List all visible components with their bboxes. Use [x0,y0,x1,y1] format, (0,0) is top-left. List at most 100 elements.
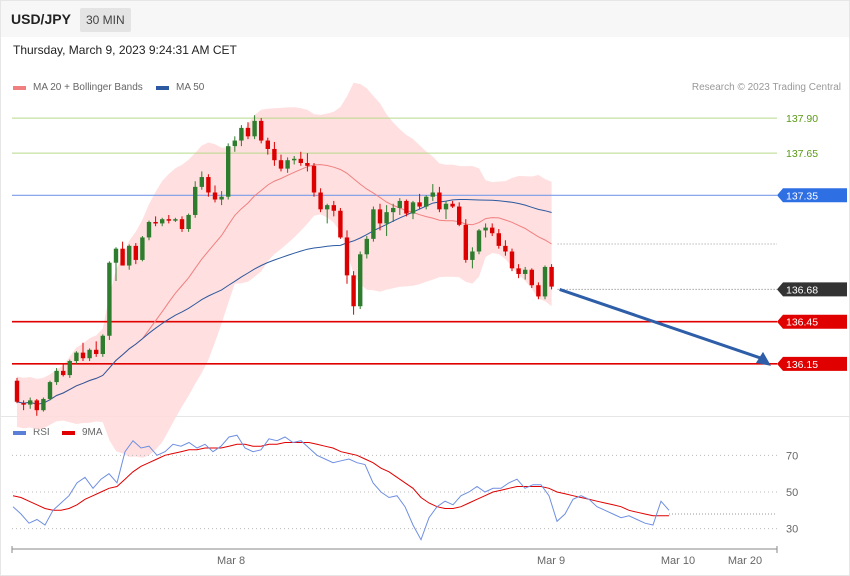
legend-label-9ma: 9MA [82,427,103,438]
candle-body [226,146,231,197]
candle-body [503,245,508,252]
legend-swatch-ma50 [156,85,169,90]
candle-body [490,227,495,234]
candle-body [61,370,66,376]
candle-body [252,120,257,137]
candle-body [272,148,277,161]
candle-body [292,158,297,161]
candle-body [278,160,284,169]
price-label-137.90: 137.90 [786,113,818,125]
candle-body [305,163,310,166]
rsi-9ma-line [12,442,669,517]
price-label-136.45: 136.45 [786,317,818,329]
candle-body [67,361,72,376]
candle-body [173,219,178,221]
candle-body [146,221,152,238]
candle-body [549,266,554,287]
x-tick-label: Mar 9 [537,555,565,567]
chart-header: USD/JPY 30 MIN [1,1,849,37]
legend-swatch-ma20 [13,85,26,90]
candle-body [523,269,528,274]
candle-body [14,380,20,402]
candle-body [120,248,125,266]
panel-separator [1,416,849,417]
candle-body [470,251,475,260]
candle-body [371,209,376,239]
candle-body [212,192,218,200]
candle-body [509,251,515,269]
price-tag-136.45 [777,314,847,329]
candle-body [127,245,132,266]
candle-body [450,203,455,207]
chart-datetime: Thursday, March 9, 2023 9:24:31 AM CET [13,43,237,57]
candle-body [186,214,191,230]
candle-body [87,349,92,359]
candle-body [80,352,86,359]
bollinger-band [17,82,552,458]
candle-body [94,349,99,355]
candle-body [298,158,303,164]
candle-body [430,192,435,197]
rsi-line [12,434,670,541]
candle-body [358,254,363,307]
candle-body [351,275,356,307]
candle-body [206,177,211,193]
candle-body [364,238,369,255]
candle-body [193,186,198,215]
candle-body [41,398,46,411]
candle-body [424,196,429,207]
candle-body [476,230,482,252]
candle-body [179,219,185,230]
candle-body [285,160,290,169]
candle-body [457,206,462,225]
price-tag-136.15 [777,356,847,371]
legend-label-rsi: RSI [33,427,50,438]
candle-body [463,224,468,260]
legend-item-ma20: MA 20 + Bollinger Bands [13,82,143,93]
x-tick-label: Mar 10 [661,555,695,567]
candle-body [54,370,59,383]
candle-body [384,212,389,224]
x-tick-label: Mar 20 [728,555,762,567]
candle-body [160,219,165,224]
candle-body [344,237,350,276]
candle-body [21,403,26,405]
candle-body [437,192,442,210]
symbol-label: USD/JPY [11,11,71,27]
ma50-line [16,199,552,405]
rsi-tick-70: 70 [786,450,798,462]
candle-body [166,219,171,221]
candle-body [219,196,224,200]
price-label-137.65: 137.65 [786,148,818,160]
candle-body [259,120,264,141]
candle-body [265,140,270,149]
price-tag-136.68 [777,282,847,297]
candle-body [391,207,396,213]
price-label-137.35: 137.35 [786,190,818,202]
candle-body [331,205,336,211]
legend-item-ma50: MA 50 [156,82,204,93]
candle-body [133,245,138,260]
legend-item-9ma: 9MA [62,427,103,438]
candle-body [417,202,422,207]
candle-body [113,248,119,263]
price-label-136.68: 136.68 [786,284,818,296]
rsi-tick-50: 50 [786,487,798,499]
candle-body [529,269,534,286]
research-credit: Research © 2023 Trading Central [691,82,841,93]
candle-body [107,262,112,336]
candle-body [338,210,343,238]
projection-arrow [559,287,762,360]
candle-body [199,177,204,187]
price-label-136.15: 136.15 [786,359,818,371]
x-tick-label: Mar 8 [217,555,245,567]
candle-body [311,165,317,193]
candle-body [74,352,79,362]
projection-arrowhead [756,351,771,366]
candle-body [153,221,158,224]
timeframe-button[interactable]: 30 MIN [80,8,131,32]
legend-swatch-rsi [13,430,26,435]
legend-label-ma20: MA 20 + Bollinger Bands [33,82,143,93]
